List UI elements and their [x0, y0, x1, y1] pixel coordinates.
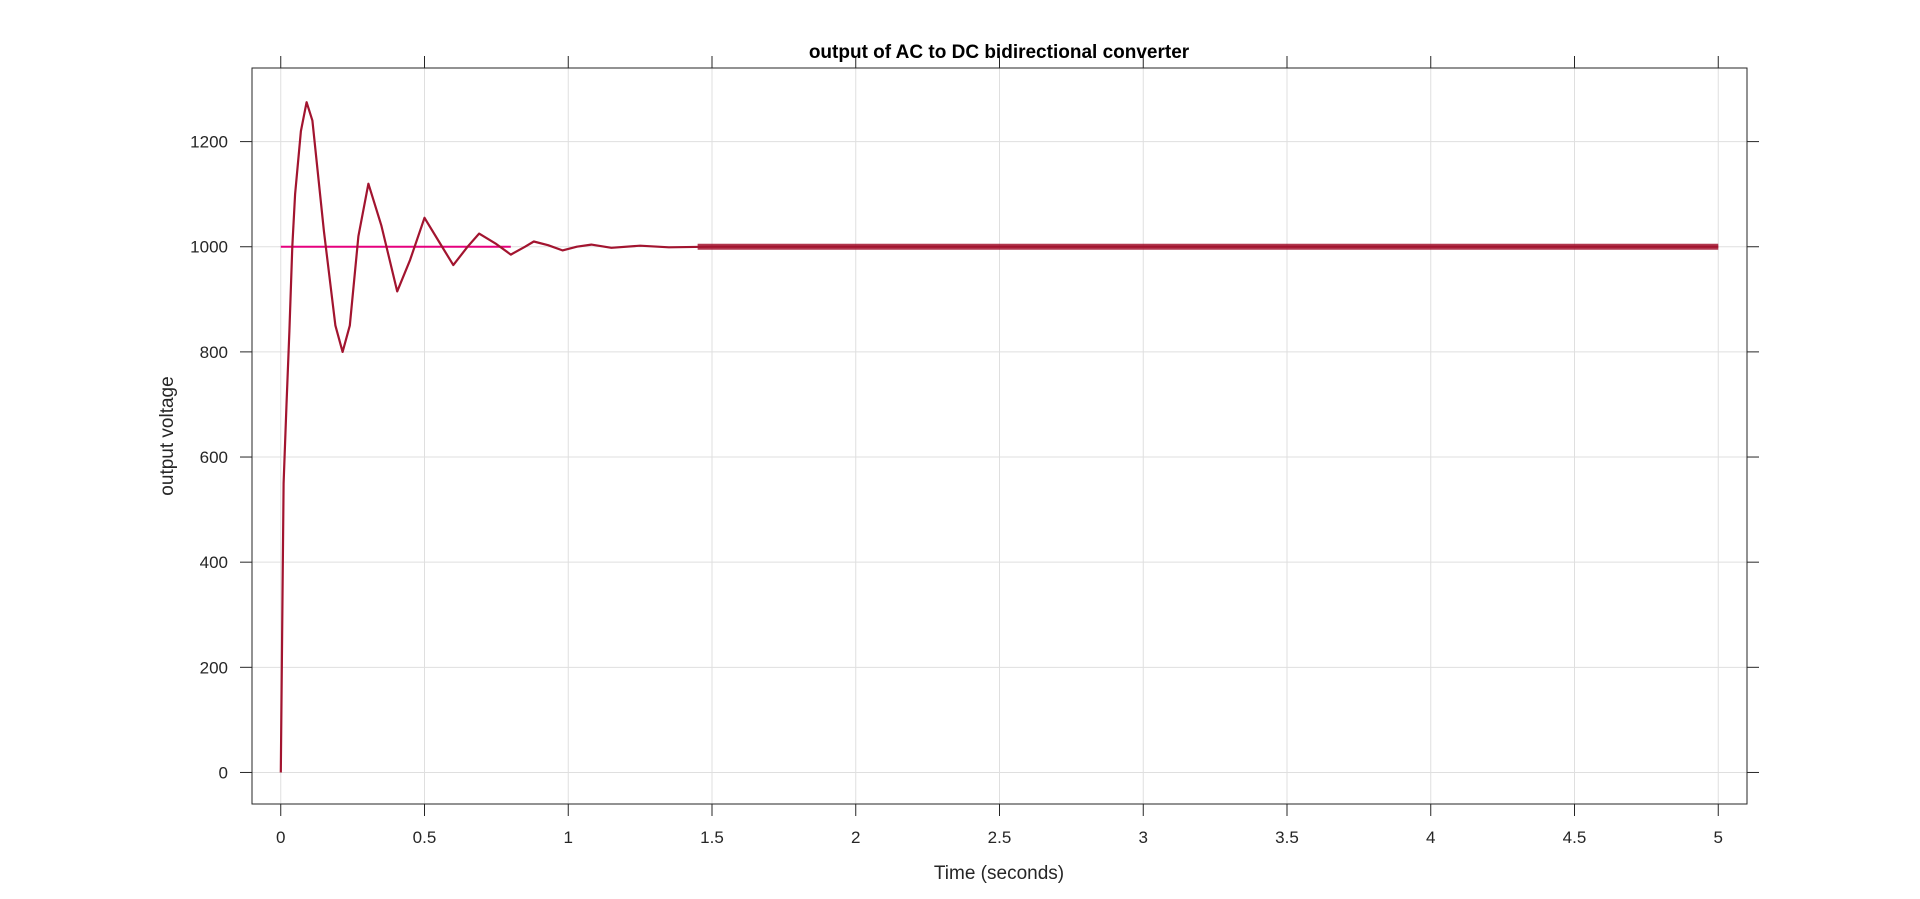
- x-tick-label: 1: [564, 828, 573, 847]
- tick-group: 0 0.5 1 1.5 2 2.5 3 3.5 4 4.5 5 0 200 400 600 800 1000 12…: [190, 56, 1759, 847]
- y-tick-label: 200: [200, 658, 228, 677]
- y-tick-label: 1200: [190, 133, 228, 152]
- x-tick-label: 3.5: [1275, 828, 1299, 847]
- y-tick-label: 600: [200, 448, 228, 467]
- y-tick-label: 800: [200, 343, 228, 362]
- x-tick-label: 1.5: [700, 828, 724, 847]
- x-tick-label: 3: [1139, 828, 1148, 847]
- x-tick-label: 0.5: [413, 828, 437, 847]
- output-voltage-line: [279, 101, 1719, 773]
- series-group: [279, 101, 1719, 773]
- y-tick-label: 1000: [190, 238, 228, 257]
- x-tick-label: 0: [276, 828, 285, 847]
- x-tick-label: 2: [851, 828, 860, 847]
- x-tick-label: 2.5: [988, 828, 1012, 847]
- x-tick-label: 4: [1426, 828, 1435, 847]
- grid: [252, 68, 1747, 804]
- x-tick-label: 5: [1714, 828, 1723, 847]
- y-tick-label: 0: [219, 763, 228, 782]
- ripple-band: [697, 243, 1719, 250]
- y-axis-label: output voltage: [157, 376, 178, 495]
- x-axis-label: Time (seconds): [934, 863, 1064, 884]
- chart-title: output of AC to DC bidirectional convert…: [809, 42, 1190, 63]
- y-tick-label: 400: [200, 553, 228, 572]
- x-tick-label: 4.5: [1563, 828, 1587, 847]
